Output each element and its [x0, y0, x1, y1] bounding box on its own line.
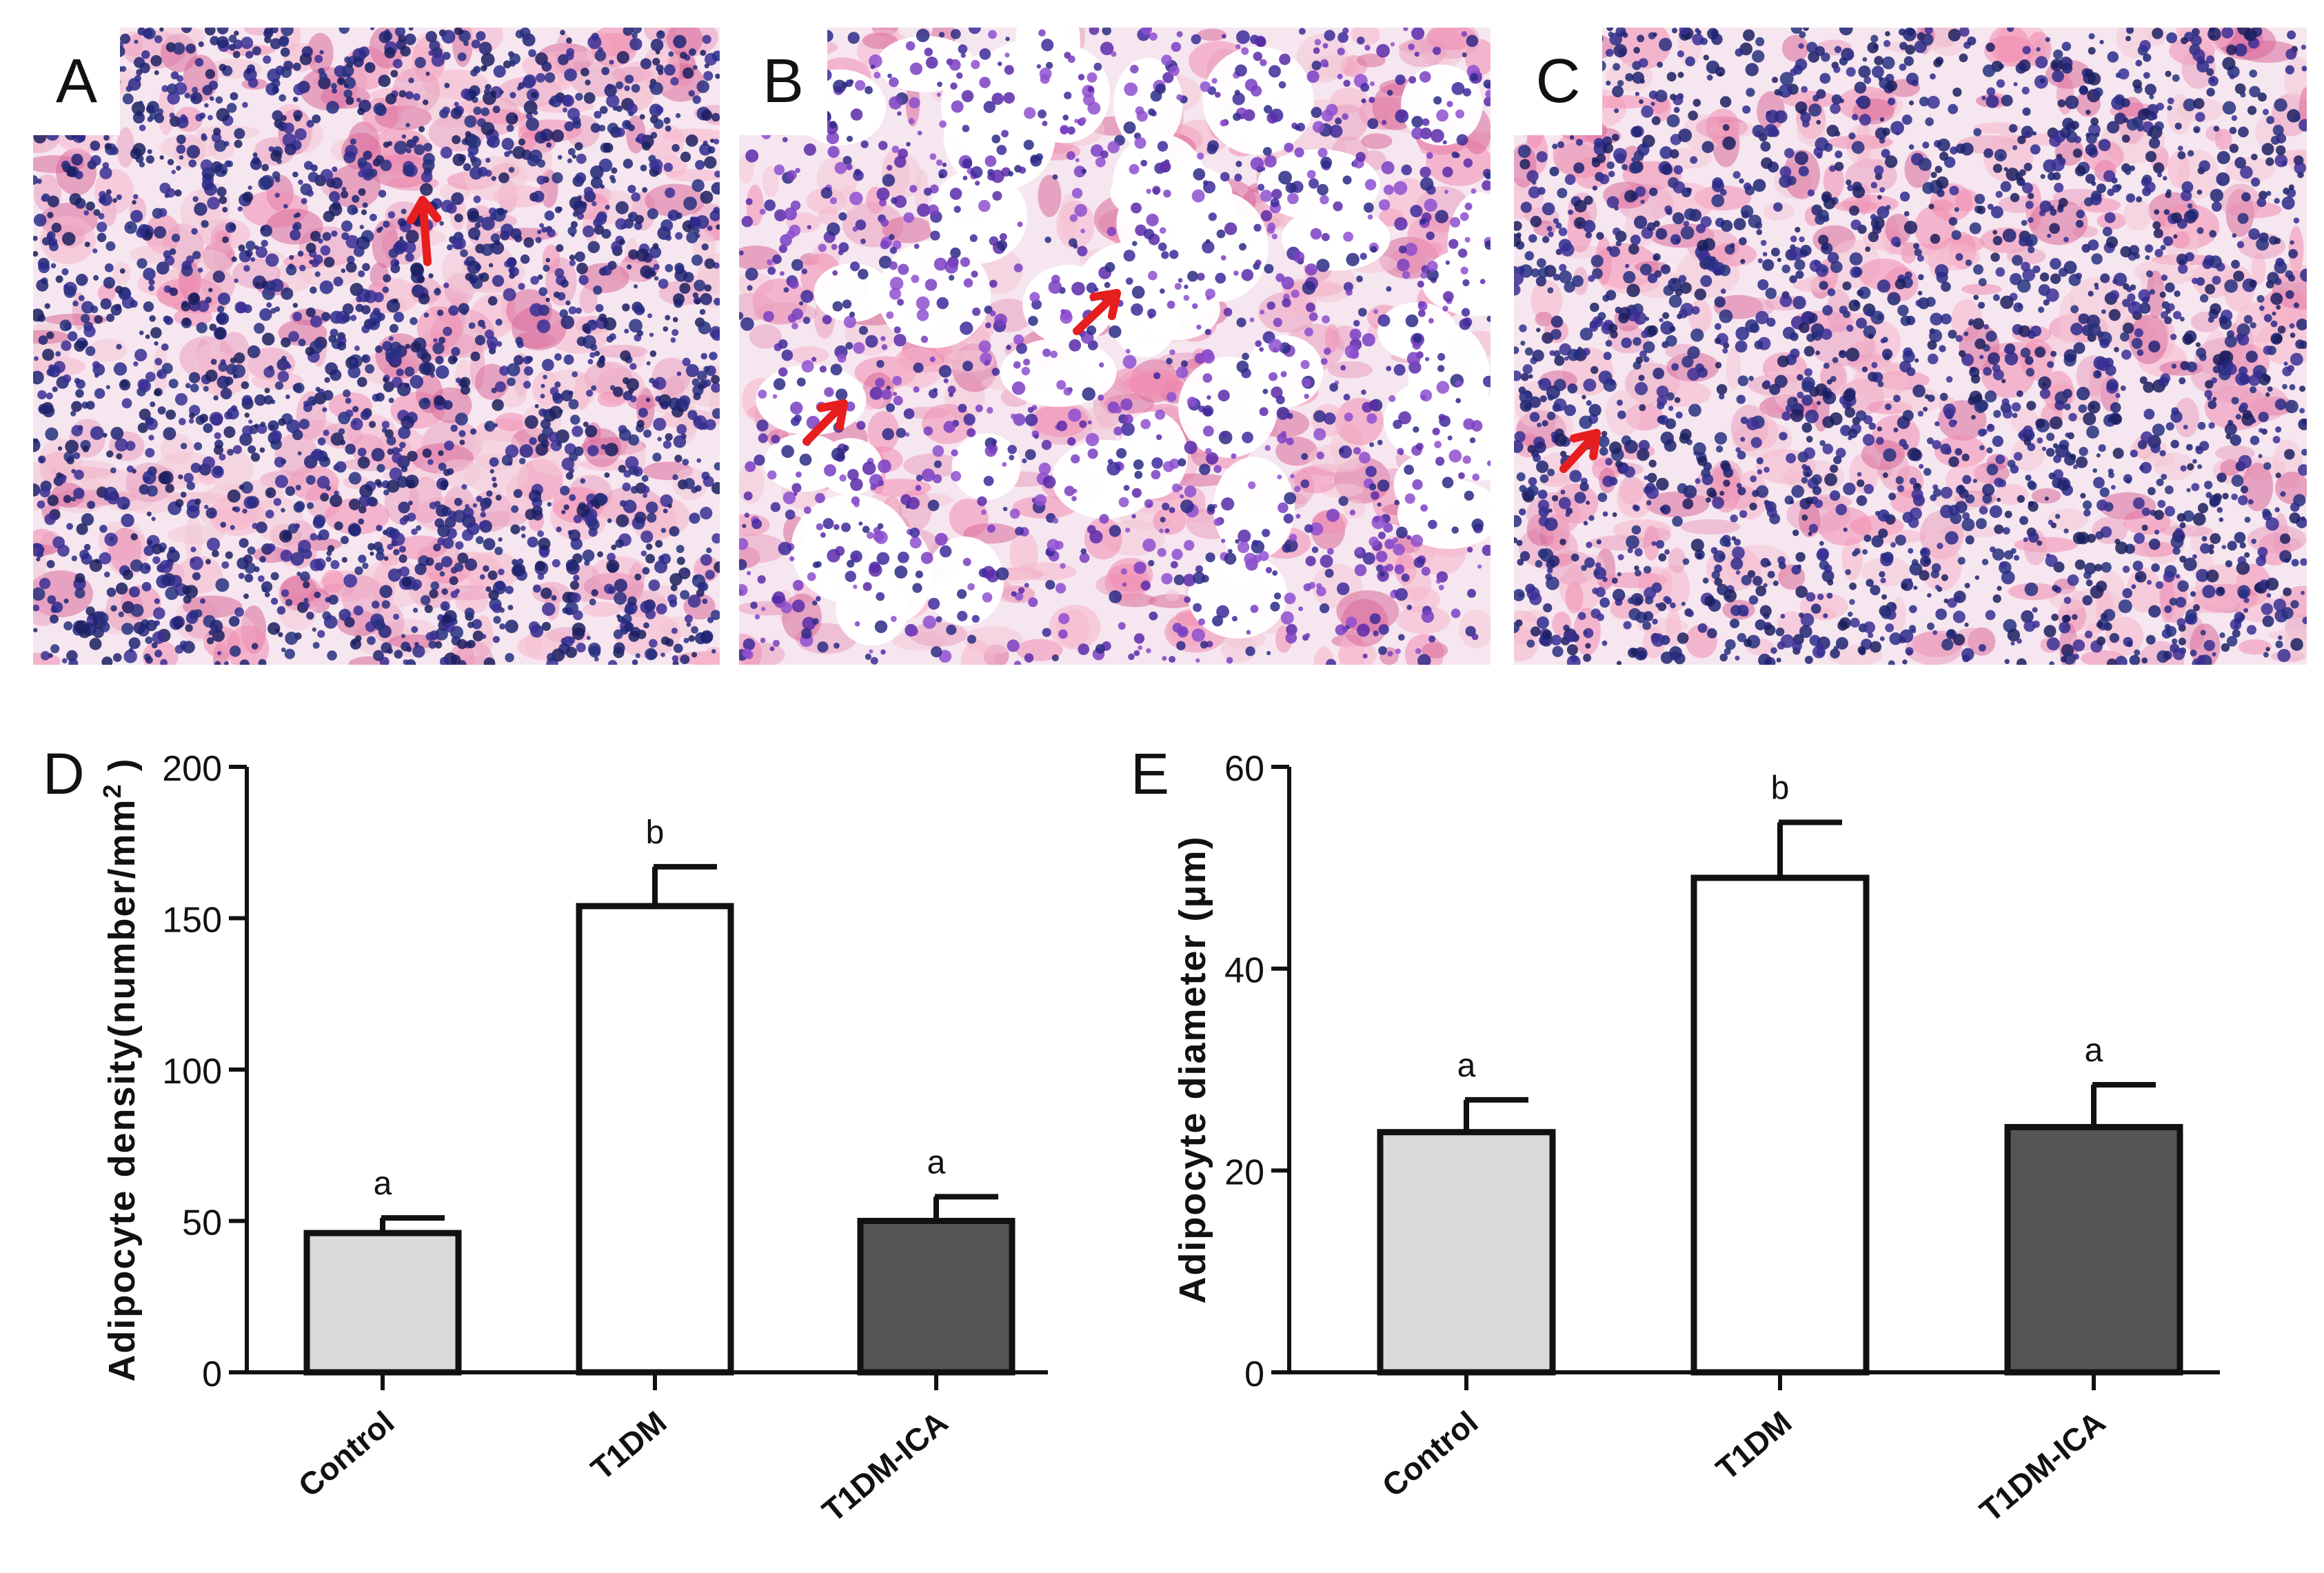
bar-control [303, 1215, 462, 1376]
y-tick-label: 100 [162, 1052, 222, 1092]
bar-rect [1690, 874, 1870, 1376]
red-arrow-icon [1559, 429, 1601, 473]
significance-label: a [927, 1144, 946, 1181]
x-tick-label: T1DM-ICA [816, 1404, 955, 1529]
y-axis-title: Adipocyte density(number/mm2 ) [98, 757, 143, 1381]
histology-b-nuclei [739, 28, 1491, 665]
panel-letter-c: C [1514, 28, 1602, 135]
bar-rect [857, 1218, 1016, 1376]
significance-label: b [646, 814, 665, 851]
y-tick-label: 40 [1224, 951, 1264, 991]
y-tick-label: 150 [162, 901, 222, 941]
red-arrow-icon [1073, 289, 1121, 335]
histology-b-adipocytes [756, 28, 1491, 646]
x-tick-label: Control [292, 1404, 401, 1504]
y-tick-label: 200 [162, 749, 222, 789]
histology-image-a [33, 28, 720, 665]
y-axis-title: Adipocyte diameter (μm) [1172, 835, 1213, 1303]
histology-panel-c [1514, 28, 2307, 665]
red-arrow-icon [407, 196, 442, 266]
bar-t1dm [576, 863, 734, 1376]
y-tick-label: 0 [1244, 1354, 1264, 1394]
significance-label: b [1771, 770, 1790, 806]
histology-panel-b [739, 28, 1491, 665]
y-tick-label: 20 [1224, 1152, 1264, 1192]
significance-label: a [1457, 1048, 1476, 1084]
chart-adipocyte-density: 0 50 100 150 200 Adipocyte density(number/mm2… [98, 749, 1048, 1529]
bar-t1dm [1690, 819, 1870, 1376]
panel-letter-b: B [739, 28, 827, 135]
chart-letter-e: E [1131, 741, 1170, 806]
significance-label: a [374, 1165, 392, 1202]
x-tick-label: T1DM [584, 1404, 673, 1487]
y-tick-label: 60 [1224, 749, 1264, 789]
bar-rect [1377, 1129, 1556, 1376]
panel-letter-a: A [33, 28, 120, 135]
bar-t1dm-ica [2004, 1081, 2183, 1376]
histology-c-nuclei [1514, 28, 2307, 665]
histology-image-b [739, 28, 1491, 665]
significance-label: a [2085, 1032, 2103, 1069]
chart-letter-d: D [43, 741, 85, 806]
histology-panel-a [33, 28, 720, 665]
bar-control [1377, 1096, 1556, 1376]
bar-rect [303, 1230, 462, 1376]
chart-adipocyte-diameter: 0 20 40 60 Adipocyte diameter (μm) a Control b T… [1172, 749, 2220, 1529]
histology-b-arrows [802, 289, 1121, 445]
bar-rect [2004, 1123, 2183, 1376]
bar-t1dm-ica [857, 1194, 1016, 1376]
y-tick-label: 50 [182, 1203, 222, 1243]
histology-c-arrows [1559, 429, 1601, 473]
x-tick-label: Control [1375, 1404, 1485, 1504]
x-tick-label: T1DM [1709, 1404, 1798, 1487]
red-arrow-icon [802, 399, 848, 445]
histology-image-c [1514, 28, 2307, 665]
histology-a-nuclei [33, 28, 720, 665]
histology-a-arrows [407, 196, 442, 266]
y-tick-label: 0 [202, 1354, 222, 1394]
bar-rect [576, 903, 734, 1376]
x-tick-label: T1DM-ICA [1973, 1404, 2112, 1529]
